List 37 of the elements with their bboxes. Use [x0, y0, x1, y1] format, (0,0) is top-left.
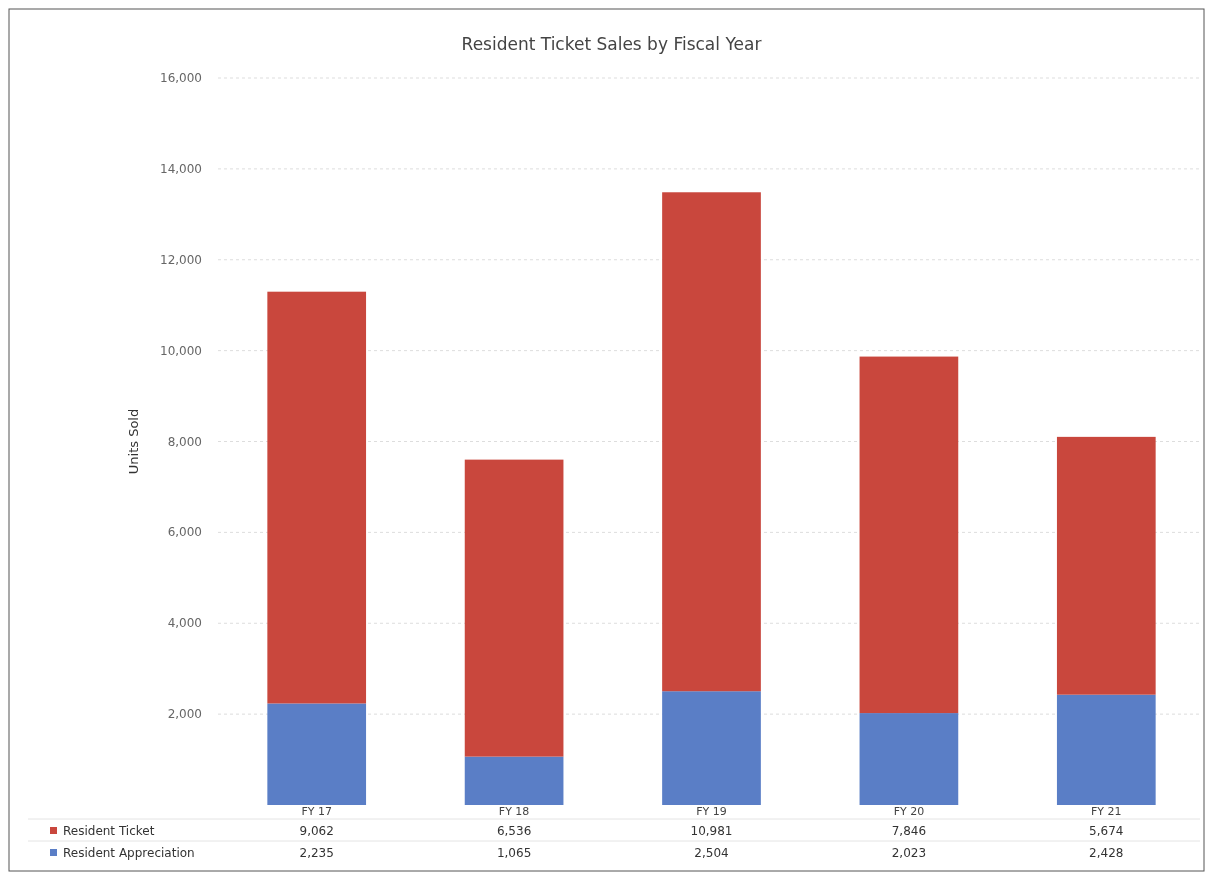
bar — [1056, 436, 1156, 695]
data-label: 2,428 — [1089, 846, 1124, 860]
data-label: 5,674 — [1089, 824, 1124, 838]
y-tick-label: 12,000 — [160, 252, 202, 267]
data-label: 1,065 — [496, 846, 532, 860]
x-tick-label: FY 21 — [1091, 805, 1122, 818]
x-tick-label: FY 18 — [498, 805, 530, 818]
data-label: 10,981 — [690, 824, 733, 838]
y-tick-label: 2,000 — [167, 707, 202, 722]
y-tick-label: 16,000 — [160, 71, 202, 85]
bar — [662, 691, 761, 805]
data-label: 6,536 — [496, 824, 532, 838]
y-axis-title: Units Sold — [126, 408, 141, 475]
bar — [267, 703, 367, 805]
y-tick-label: 14,000 — [160, 161, 202, 176]
bar — [859, 713, 959, 805]
bar — [859, 356, 959, 714]
bar — [464, 756, 564, 805]
y-tick-label: 6,000 — [167, 525, 202, 540]
legend-label: Resident Appreciation — [63, 846, 195, 860]
bar — [464, 459, 564, 757]
y-tick-label: 10,000 — [160, 343, 202, 358]
bar — [1056, 694, 1156, 805]
y-tick-label: 8,000 — [167, 434, 202, 449]
x-tick-label: FY 20 — [893, 805, 925, 818]
bar — [662, 192, 761, 692]
bar — [267, 291, 367, 704]
x-tick-label: FY 19 — [696, 805, 727, 818]
chart-title: Resident Ticket Sales by Fiscal Year — [461, 34, 762, 54]
data-label: 2,023 — [891, 846, 927, 860]
x-tick-label: FY 17 — [301, 805, 332, 818]
data-label: 7,846 — [891, 824, 927, 838]
legend-label: Resident Ticket — [63, 824, 155, 838]
data-label: 2,235 — [299, 846, 334, 860]
data-label: 9,062 — [299, 824, 334, 838]
y-tick-label: 4,000 — [167, 616, 202, 631]
data-label: 2,504 — [694, 846, 729, 860]
